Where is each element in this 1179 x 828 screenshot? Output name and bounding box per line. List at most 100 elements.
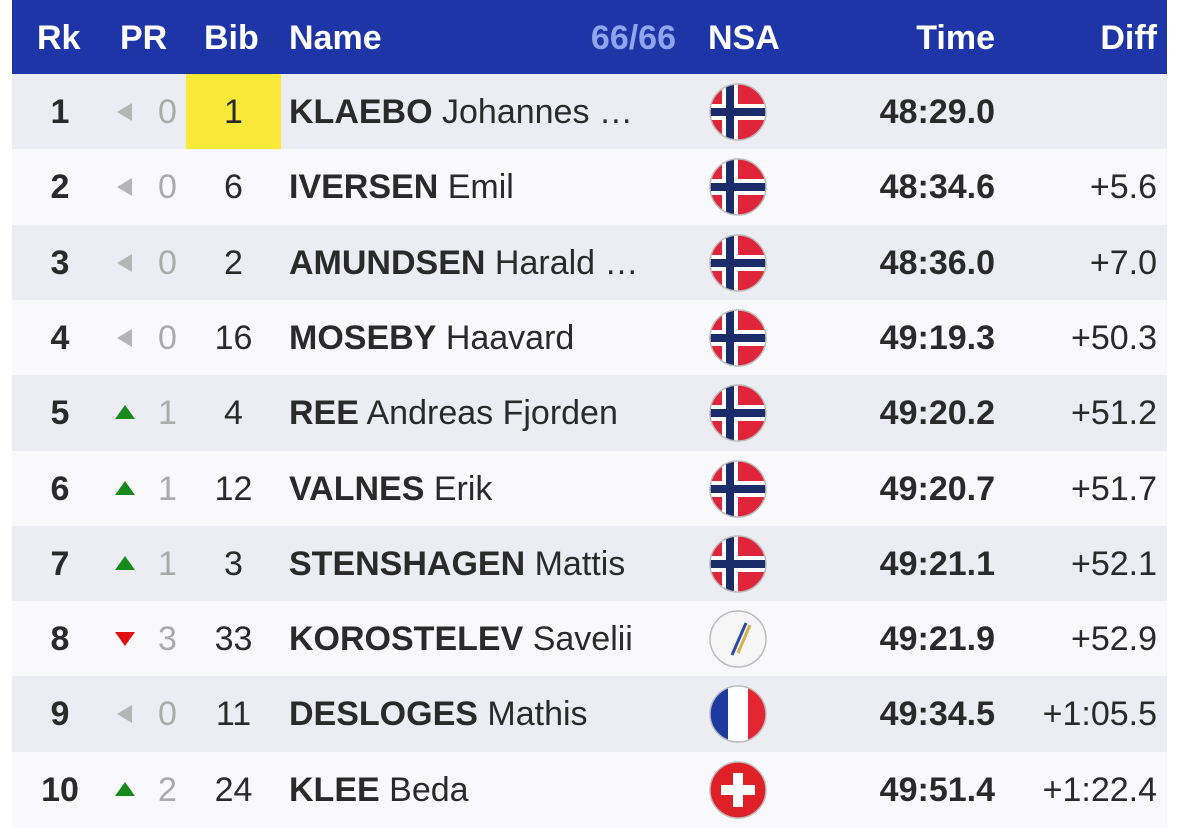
rank: 10 (41, 770, 79, 809)
header-bar: Rk PR Bib Name 66/66 NSA Time Diff (12, 0, 1167, 74)
given-name: Haavard (445, 318, 575, 357)
pr-arrow (117, 103, 132, 121)
pr-change: 0 (158, 318, 177, 357)
pr-change: 0 (158, 243, 177, 282)
bib: 12 (214, 469, 253, 508)
diff: +52.9 (1070, 620, 1157, 659)
result-row: 6 1 12 VALNES Erik 49:20.7 +51.7 (12, 450, 1167, 527)
pr-header: PR (120, 19, 168, 57)
rank: 5 (50, 394, 70, 433)
surname: AMUNDSEN (289, 243, 486, 282)
pr-change: 3 (158, 620, 177, 659)
diff: +52.1 (1070, 544, 1157, 583)
pr-change: 1 (158, 544, 177, 583)
pr-change: 2 (158, 770, 177, 809)
time: 49:21.1 (879, 544, 995, 583)
pr-arrow (115, 632, 135, 647)
athlete-name: REE Andreas Fjorden (289, 396, 618, 430)
nsa-flag (709, 83, 767, 141)
diff: +50.3 (1070, 318, 1157, 357)
surname: VALNES (289, 469, 425, 508)
result-row: 2 0 6 IVERSEN Emil 48:34.6 +5.6 (12, 149, 1167, 226)
diff: +1:05.5 (1042, 695, 1157, 734)
result-row: 5 1 4 REE Andreas Fjorden 49:20.2 +51.2 (12, 375, 1167, 452)
athlete-name: MOSEBY Haavard (289, 321, 574, 355)
pr-arrow (115, 555, 135, 570)
pr-arrow (117, 705, 132, 724)
result-row: 1 0 1 KLAEBO Johannes … 48:29.0 (12, 74, 1167, 150)
rank: 8 (50, 620, 70, 659)
rank: 9 (50, 695, 70, 734)
nsa-header: NSA (708, 19, 780, 57)
surname: REE (289, 394, 359, 433)
surname: KLEE (289, 770, 380, 809)
bib: 16 (214, 318, 253, 357)
nsa-flag (709, 760, 767, 819)
pr-change: 0 (158, 695, 177, 734)
nsa-flag (709, 459, 767, 518)
athlete-name: AMUNDSEN Harald … (289, 246, 639, 280)
given-name: Savelii (532, 620, 633, 659)
rank: 6 (50, 469, 70, 508)
bib: 4 (224, 394, 243, 433)
athlete-name: VALNES Erik (289, 472, 492, 506)
surname: DESLOGES (289, 695, 478, 734)
given-name: Mattis (534, 544, 626, 583)
surname: STENSHAGEN (289, 544, 526, 583)
pr-change: 1 (158, 394, 177, 433)
bib: 1 (224, 93, 243, 131)
athlete-name: IVERSEN Emil (289, 170, 514, 204)
nsa-flag (709, 384, 767, 442)
bib: 33 (214, 620, 253, 659)
time: 49:34.5 (879, 695, 995, 734)
given-name: Emil (447, 168, 514, 207)
time: 49:19.3 (879, 318, 995, 357)
bib-header: Bib (204, 19, 259, 57)
rank: 4 (50, 318, 70, 357)
pr-arrow (117, 178, 132, 197)
nsa-flag (709, 158, 767, 217)
given-name: Andreas Fjorden (366, 394, 618, 433)
surname: KLAEBO (289, 93, 433, 131)
diff: +51.7 (1070, 469, 1157, 508)
pr-change: 1 (158, 469, 177, 508)
pr-arrow (115, 405, 135, 420)
athlete-name: KLEE Beda (289, 773, 469, 807)
highlight (186, 74, 281, 150)
bib: 11 (215, 695, 252, 734)
name-header: Name (289, 19, 382, 57)
bib: 6 (224, 168, 243, 207)
rank: 2 (50, 168, 70, 207)
diff: +7.0 (1089, 243, 1157, 282)
result-row: 9 0 11 DESLOGES Mathis 49:34.5 +1:05.5 (12, 676, 1167, 753)
pr-arrow (117, 253, 132, 272)
given-name: Harald … (494, 243, 639, 282)
athlete-name: STENSHAGEN Mattis (289, 547, 625, 581)
rank: 1 (50, 93, 70, 131)
athlete-name: DESLOGES Mathis (289, 697, 588, 731)
diff: +1:22.4 (1042, 770, 1157, 809)
surname: KOROSTELEV (289, 620, 524, 659)
diff: +51.2 (1070, 394, 1157, 433)
nsa-flag (709, 610, 767, 668)
count: 66/66 (590, 19, 676, 57)
result-row: 4 0 16 MOSEBY Haavard 49:19.3 +50.3 (12, 299, 1167, 376)
rank: 7 (50, 544, 70, 583)
athlete-name: KOROSTELEV Savelii (289, 622, 633, 656)
surname: MOSEBY (289, 318, 437, 357)
athlete-name: KLAEBO Johannes … (289, 95, 633, 129)
nsa-flag (709, 233, 767, 292)
bib: 2 (224, 243, 243, 282)
nsa-flag (709, 535, 767, 593)
pr-arrow (117, 328, 132, 347)
result-row: 7 1 3 STENSHAGEN Mattis 49:21.1 +52.1 (12, 525, 1167, 602)
result-row: 10 2 24 KLEE Beda 49:51.4 +1:22.4 (12, 751, 1167, 828)
diff: +5.6 (1089, 168, 1157, 207)
given-name: Mathis (487, 695, 588, 734)
pr-arrow (115, 480, 135, 495)
time: 49:51.4 (879, 770, 995, 809)
time: 49:21.9 (879, 620, 995, 659)
diff-header: Diff (1100, 19, 1157, 57)
rank: 3 (50, 243, 70, 282)
